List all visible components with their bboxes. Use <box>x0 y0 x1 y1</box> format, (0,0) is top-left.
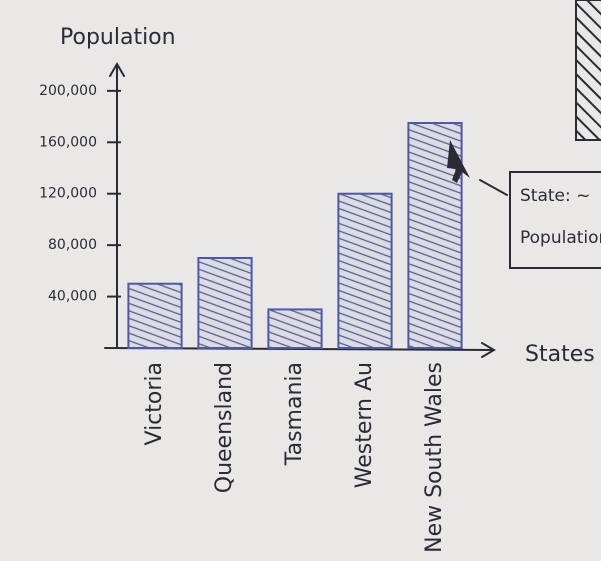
bar <box>337 192 393 349</box>
x-axis-title: States <box>525 342 595 367</box>
y-tick-label: 40,000 <box>48 289 97 305</box>
x-tick-label: Tasmania <box>282 362 307 466</box>
y-tick-label: 120,000 <box>39 186 97 202</box>
bar <box>267 308 323 349</box>
tooltip <box>509 171 601 269</box>
tooltip-line: State: ~ <box>520 186 590 206</box>
y-tick-label: 200,000 <box>39 83 97 99</box>
tooltip-line: Population <box>520 228 601 248</box>
chart-title: Population <box>60 25 176 50</box>
y-tick-label: 160,000 <box>39 134 97 150</box>
bar <box>197 257 253 349</box>
x-tick-label: Victoria <box>142 362 167 446</box>
x-tick-label: Queensland <box>212 362 237 493</box>
tooltip-pointer <box>479 179 508 196</box>
sketch-box <box>575 0 601 141</box>
x-tick-label: Western Au <box>352 362 377 488</box>
bar <box>127 282 183 350</box>
x-tick-label: New South Wales <box>422 362 447 553</box>
cursor <box>447 140 470 183</box>
y-axis <box>109 62 125 349</box>
bars <box>127 122 463 350</box>
y-tick-label: 80,000 <box>48 237 97 253</box>
